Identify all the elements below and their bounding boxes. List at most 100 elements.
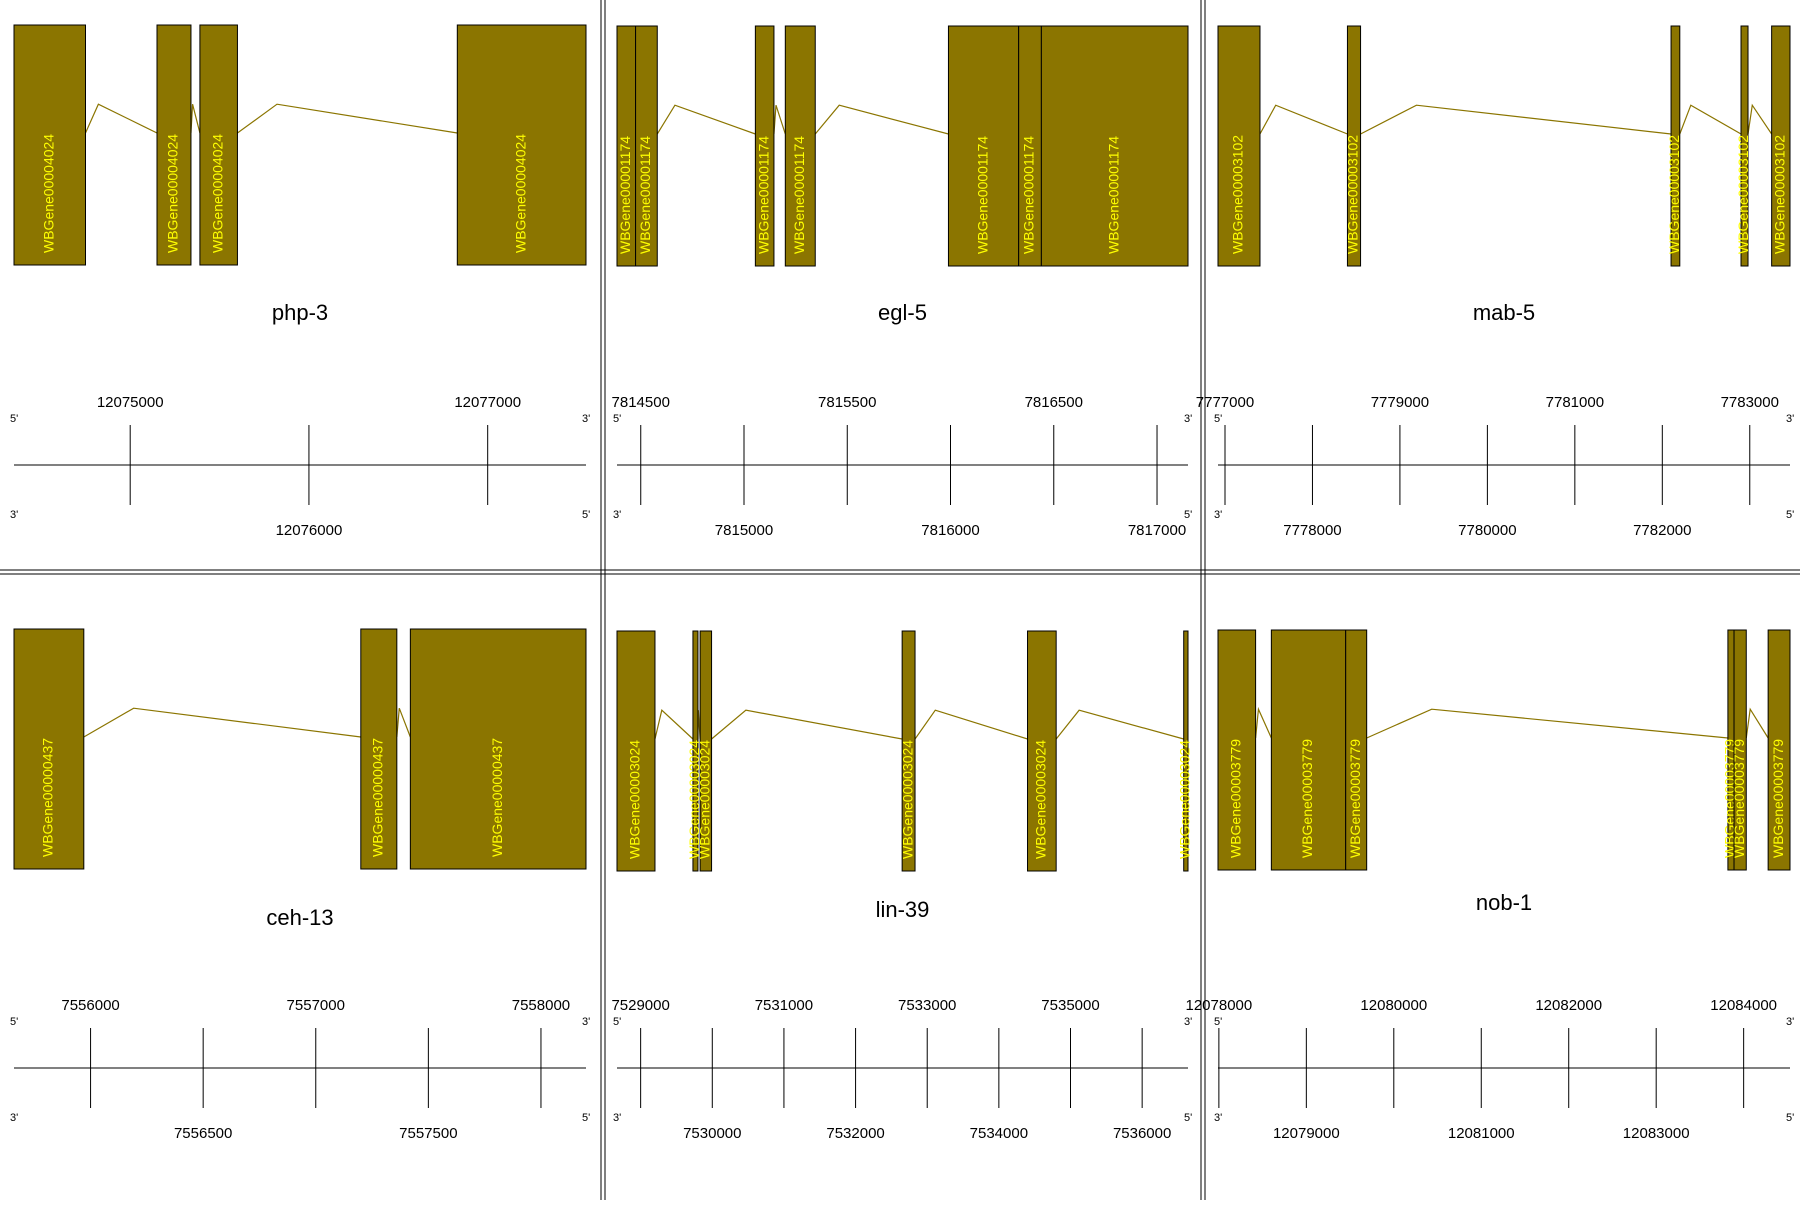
exon-block: [692, 630, 699, 872]
exon-gene-id-label: WBGene00003779: [1347, 739, 1363, 858]
strand-label-bottom-left: 3': [613, 509, 621, 521]
gene-title: egl-5: [878, 300, 927, 325]
gene-title: php-3: [272, 300, 328, 325]
strand-label-top-left: 5': [613, 413, 621, 425]
intron-line: [773, 105, 786, 135]
exon-block: [199, 24, 238, 266]
exon-gene-id-label: WBGene00000437: [489, 738, 505, 857]
intron-line: [83, 707, 361, 738]
exon-block: [1345, 629, 1368, 871]
gene-title: lin-39: [876, 897, 930, 922]
exon-block: [947, 25, 1020, 267]
scale-tick-label-bottom: 7532000: [826, 1125, 884, 1142]
scale-tick-label-top: 12080000: [1360, 997, 1427, 1014]
exon-gene-id-label: WBGene00003102: [1735, 135, 1751, 254]
intron-line: [814, 104, 949, 135]
strand-label-bottom-right: 5': [582, 509, 590, 521]
strand-label-bottom-right: 5': [1786, 509, 1794, 521]
scale-tick-label-top: 12084000: [1710, 997, 1777, 1014]
exon-block: [754, 25, 775, 267]
scale-tick-label-bottom: 7816000: [921, 522, 979, 539]
exon-block: [1040, 25, 1189, 267]
exon-gene-id-label: WBGene00003779: [1731, 739, 1747, 858]
scale-tick-label-top: 7816500: [1025, 394, 1083, 411]
scale-tick-label-top: 7777000: [1196, 394, 1254, 411]
exon-block: [1740, 25, 1749, 267]
strand-label-top-right: 3': [1786, 413, 1794, 425]
intron-line: [711, 709, 903, 740]
scale-tick-label-bottom: 7530000: [683, 1125, 741, 1142]
scale-tick-label-bottom: 7778000: [1283, 522, 1341, 539]
exon-gene-id-label: WBGene00001174: [617, 136, 633, 254]
exon-gene-id-label: WBGene00003024: [1033, 740, 1049, 859]
exon-block: [1270, 629, 1347, 871]
exon-block: [1670, 25, 1681, 267]
exon-gene-id-label: WBGene00004024: [209, 134, 225, 253]
scale-tick-label-bottom: 7536000: [1113, 1125, 1171, 1142]
scale-tick-label-bottom: 12083000: [1623, 1125, 1690, 1142]
scale-tick-label-bottom: 7557500: [399, 1125, 457, 1142]
strand-label-top-right: 3': [582, 1016, 590, 1028]
scale-tick-label-top: 7781000: [1546, 394, 1604, 411]
scale-tick-label-bottom: 12081000: [1448, 1125, 1515, 1142]
panel-lin-39: WBGene00003024 WBGene00003024WBGene000030…: [611, 630, 1193, 1142]
exon-block: [1767, 629, 1791, 871]
intron-line: [1255, 706, 1272, 739]
scale-tick-label-bottom: 7556500: [174, 1125, 232, 1142]
exon-gene-id-label: WBGene00003779: [1299, 739, 1315, 858]
exon-block: [1217, 629, 1257, 871]
exon-gene-id-label: WBGene00003024: [627, 740, 643, 859]
exon-block: [13, 628, 85, 870]
scale-tick-label-bottom: 12079000: [1273, 1125, 1340, 1142]
panel-nob-1: WBGene00003779 WBGene00003779 WBGene000037…: [1185, 629, 1794, 1142]
exon-gene-id-label: WBGene00000437: [370, 738, 386, 857]
strand-label-top-right: 3': [582, 413, 590, 425]
exon-gene-id-label: WBGene00001174: [1105, 136, 1121, 254]
scale-tick-label-top: 7783000: [1721, 394, 1779, 411]
exon-gene-id-label: WBGene00000437: [40, 738, 56, 857]
exon-gene-id-label: WBGene00003102: [1772, 135, 1788, 254]
intron-line: [84, 103, 158, 134]
intron-line: [654, 709, 694, 740]
exon-block: [901, 630, 916, 872]
gene-title: ceh-13: [266, 905, 333, 930]
exon-block: [635, 25, 658, 267]
strand-label-bottom-right: 5': [1184, 509, 1192, 521]
exon-gene-id-label: WBGene00003024: [686, 740, 702, 859]
strand-label-bottom-left: 3': [10, 509, 18, 521]
strand-label-bottom-right: 5': [1786, 1112, 1794, 1124]
exon-block: [1733, 629, 1747, 871]
exon-gene-id-label: WBGene00004024: [165, 134, 181, 253]
intron-line: [1360, 104, 1672, 135]
exon-gene-id-label: WBGene00001174: [755, 136, 771, 254]
strand-label-top-left: 5': [1214, 1016, 1222, 1028]
exon-gene-id-label: WBGene00004024: [40, 134, 56, 253]
strand-label-bottom-right: 5': [582, 1112, 590, 1124]
exon-block: [360, 628, 398, 870]
strand-label-top-right: 3': [1184, 413, 1192, 425]
scale-tick-label-bottom: 7534000: [970, 1125, 1028, 1142]
scale-tick-label-top: 12082000: [1535, 997, 1602, 1014]
panel-egl-5: WBGene00001174 WBGene00001174 WBGene000011…: [612, 25, 1192, 539]
strand-label-bottom-right: 5': [1184, 1112, 1192, 1124]
scale-tick-label-top: 7529000: [611, 997, 669, 1014]
scale-tick-label-bottom: 12076000: [276, 522, 343, 539]
scale-tick-label-bottom: 7817000: [1128, 522, 1186, 539]
exon-block: [409, 628, 587, 870]
exon-gene-id-label: WBGene00003102: [1230, 135, 1246, 254]
strand-label-bottom-left: 3': [1214, 1112, 1222, 1124]
scale-tick-label-top: 12075000: [97, 394, 164, 411]
exon-block: [156, 24, 192, 266]
exon-block: [1771, 25, 1791, 267]
exon-block: [13, 24, 86, 266]
exon-block: [784, 25, 816, 267]
scale-tick-label-top: 7815500: [818, 394, 876, 411]
scale-tick-label-top: 7533000: [898, 997, 956, 1014]
gene-title: mab-5: [1473, 300, 1535, 325]
exon-gene-id-label: WBGene00003024: [697, 740, 713, 859]
scale-tick-label-top: 7814500: [612, 394, 670, 411]
exon-gene-id-label: WBGene00001174: [637, 136, 653, 254]
scale-tick-label-bottom: 7815000: [715, 522, 773, 539]
strand-label-bottom-left: 3': [10, 1112, 18, 1124]
